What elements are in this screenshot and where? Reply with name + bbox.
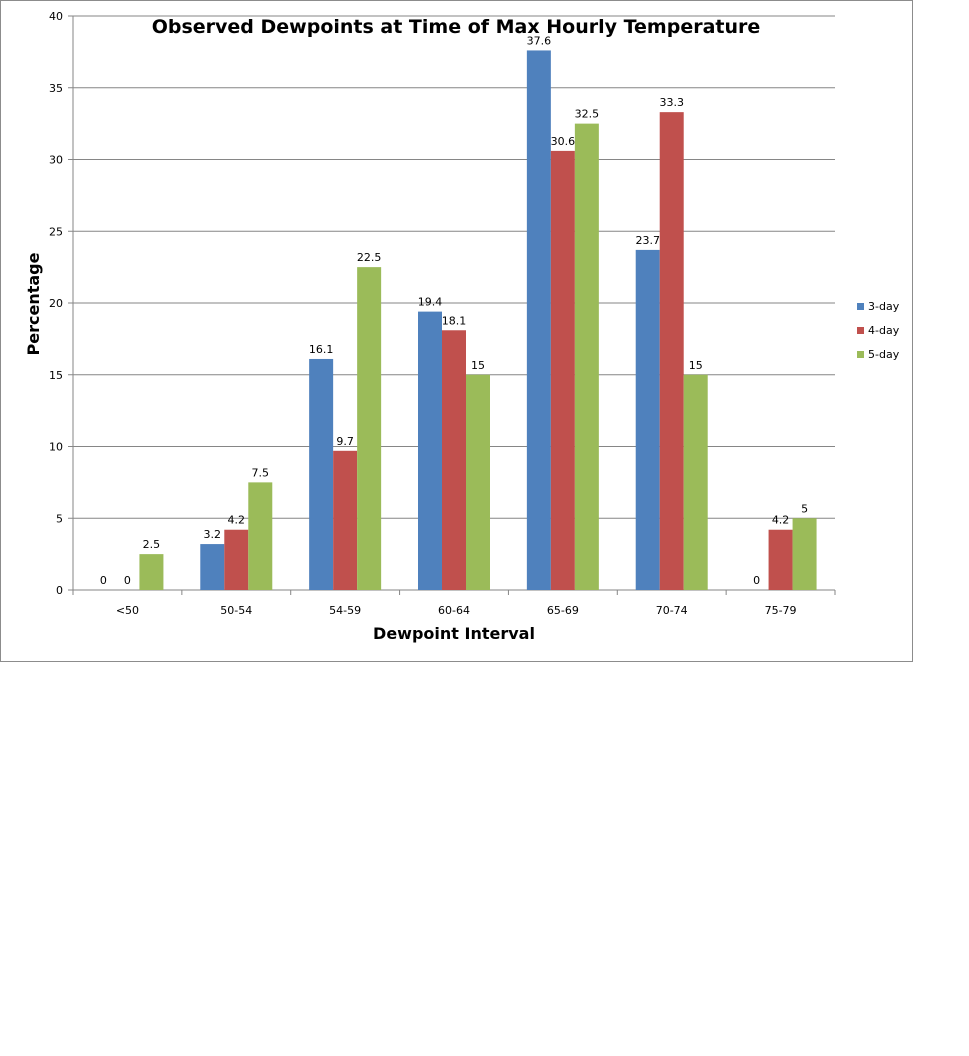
bar — [550, 150, 575, 590]
x-tick-label: 75-79 — [765, 604, 797, 617]
legend-label: 4-day — [868, 324, 900, 337]
x-tick-label: 60-64 — [438, 604, 470, 617]
y-tick-label: 0 — [56, 584, 63, 597]
bar — [792, 518, 817, 590]
y-tick-label: 25 — [49, 225, 63, 238]
bar — [683, 374, 708, 590]
bar — [659, 112, 684, 591]
y-axis-title: Percentage — [24, 252, 43, 355]
data-label: 2.5 — [143, 538, 161, 551]
x-tick-label: <50 — [116, 604, 139, 617]
y-tick-label: 15 — [49, 369, 63, 382]
bar — [333, 450, 358, 590]
legend-swatch — [857, 303, 864, 310]
legend-label: 5-day — [868, 348, 900, 361]
data-label: 4.2 — [772, 514, 790, 527]
y-tick-label: 30 — [49, 154, 63, 167]
y-tick-label: 20 — [49, 297, 63, 310]
bar — [357, 267, 382, 590]
data-label: 3.2 — [204, 528, 222, 541]
data-label: 7.5 — [252, 466, 270, 479]
x-axis-title: Dewpoint Interval — [373, 624, 535, 643]
x-tick-label: 65-69 — [547, 604, 579, 617]
data-label: 32.5 — [575, 108, 600, 121]
chart-frame: 0 5 10 15 20 25 30 35 40 <50 50-54 54-59 60-64 65-69 7… — [0, 0, 913, 662]
bar — [768, 529, 793, 590]
data-label: 0 — [753, 574, 760, 587]
bars — [139, 50, 817, 591]
y-tick-label: 40 — [49, 10, 63, 23]
bar — [248, 482, 273, 590]
legend-swatch — [857, 327, 864, 334]
data-label: 15 — [689, 359, 703, 372]
bar — [526, 50, 551, 590]
bar — [466, 374, 490, 590]
data-label: 5 — [801, 502, 808, 515]
data-label: 15 — [471, 359, 485, 372]
bar-chart: 0 5 10 15 20 25 30 35 40 <50 50-54 54-59 60-64 65-69 7… — [24, 10, 900, 643]
data-label: 33.3 — [659, 96, 684, 109]
data-label: 19.4 — [418, 296, 443, 309]
axes: 0 5 10 15 20 25 30 35 40 <50 50-54 54-59 60-64 65-69 7… — [49, 10, 836, 617]
y-tick-label: 35 — [49, 82, 63, 95]
legend: 3-day 4-day 5-day — [857, 300, 900, 361]
data-label: 37.6 — [527, 34, 552, 47]
legend-label: 3-day — [868, 300, 900, 313]
bar — [139, 554, 164, 590]
bar — [635, 249, 660, 590]
x-tick-label: 70-74 — [656, 604, 688, 617]
bar — [418, 311, 442, 590]
data-label: 0 — [124, 574, 131, 587]
data-label: 9.7 — [336, 435, 354, 448]
bar — [200, 544, 225, 590]
data-label: 30.6 — [551, 135, 576, 148]
data-labels: 0 0 2.5 3.2 4.2 7.5 16.1 9.7 22.5 19.4 18.1 15 37.6 3… — [100, 34, 808, 587]
chart-title: Observed Dewpoints at Time of Max Hourly… — [152, 16, 761, 38]
bar — [309, 358, 334, 590]
x-tick-label: 54-59 — [329, 604, 361, 617]
legend-swatch — [857, 351, 864, 358]
data-label: 16.1 — [309, 343, 334, 356]
data-label: 23.7 — [635, 234, 660, 247]
data-label: 4.2 — [228, 514, 246, 527]
bar — [574, 123, 599, 590]
x-tick-label: 50-54 — [220, 604, 252, 617]
data-label: 0 — [100, 574, 107, 587]
y-tick-label: 10 — [49, 441, 63, 454]
bar — [224, 529, 249, 590]
data-label: 22.5 — [357, 251, 382, 264]
data-label: 18.1 — [442, 314, 467, 327]
bar — [442, 330, 466, 590]
y-tick-label: 5 — [56, 512, 63, 525]
